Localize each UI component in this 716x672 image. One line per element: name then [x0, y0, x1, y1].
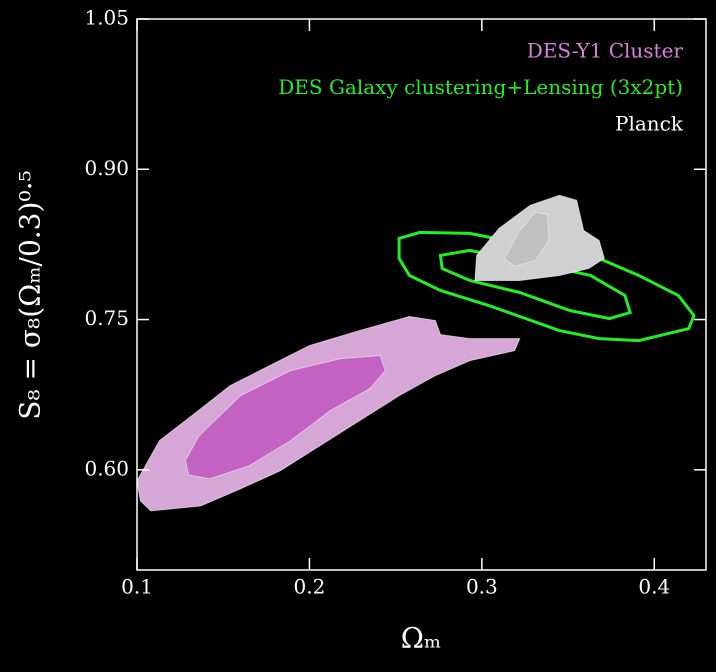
y-tick-label: 1.05 [84, 6, 129, 30]
x-axis-label: Ωₘ [401, 622, 441, 655]
x-tick-label: 0.1 [121, 575, 153, 599]
legend-entry: DES-Y1 Cluster [527, 39, 684, 63]
y-tick-label: 0.90 [84, 156, 129, 180]
y-tick-label: 0.75 [84, 306, 129, 330]
x-tick-label: 0.2 [294, 575, 326, 599]
y-axis-label: S₈ = σ₈(Ωₘ/0.3)⁰·⁵ [14, 170, 47, 420]
contour [184, 355, 386, 480]
y-tick-label: 0.60 [84, 456, 129, 480]
contour [503, 211, 550, 268]
legend-entry: DES Galaxy clustering+Lensing (3x2pt) [278, 75, 683, 99]
legend-entry: Planck [615, 112, 684, 136]
plot-frame [136, 18, 707, 571]
x-tick-label: 0.4 [638, 575, 670, 599]
x-tick-label: 0.3 [466, 575, 498, 599]
